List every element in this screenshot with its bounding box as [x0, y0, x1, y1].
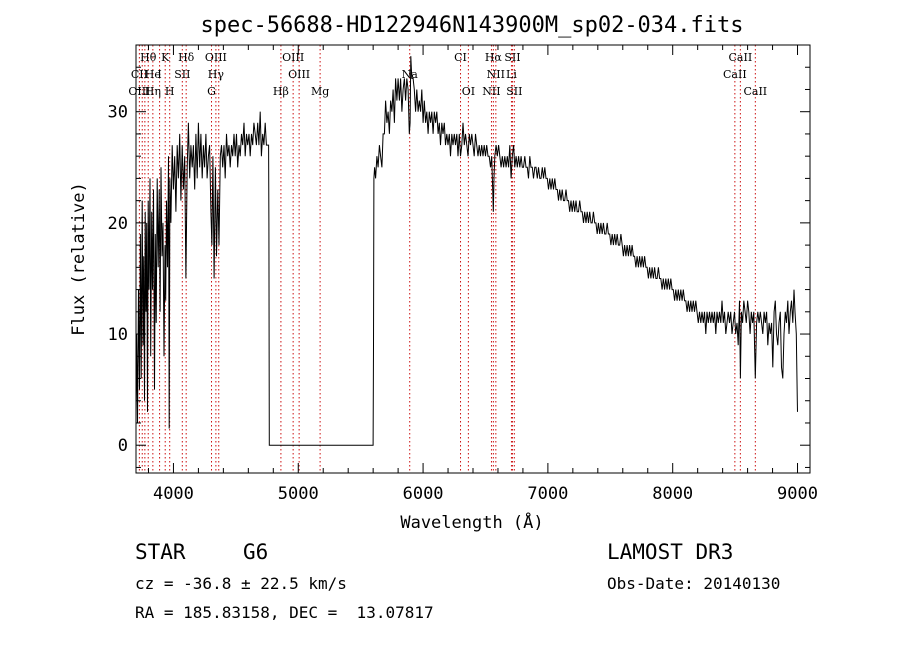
spectral-line-label: SII: [506, 85, 522, 98]
x-axis-ticks: 4000 5000 6000 7000 8000 9000: [147, 45, 818, 504]
x-tick-label: 6000: [403, 484, 444, 504]
chart-title: spec-56688-HD122946N143900M_sp02-034.fit…: [200, 13, 743, 38]
spectrum-chart: spec-56688-HD122946N143900M_sp02-034.fit…: [69, 13, 818, 533]
spectral-line-label: CI: [454, 51, 467, 64]
spectral-line-label: Hη: [145, 85, 161, 98]
spectral-line-label: Hβ: [273, 85, 289, 98]
spectral-line-label: G: [207, 85, 216, 98]
redshift-velocity: cz = -36.8 ± 22.5 km/s: [135, 574, 347, 593]
spectral-line-label: I: [157, 68, 161, 81]
spectral-line-label: Hγ: [208, 68, 225, 81]
y-tick-label: 30: [108, 103, 128, 123]
spectral-line-label: Li: [506, 68, 517, 81]
spectral-line-label: H: [165, 85, 175, 98]
spectral-line-markers: [138, 45, 756, 473]
x-tick-label: 4000: [153, 484, 194, 504]
spectral-line-label: NII: [482, 85, 500, 98]
spectral-line-label: OIII: [128, 85, 150, 98]
x-tick-label: 7000: [527, 484, 568, 504]
y-tick-label: 0: [118, 436, 128, 456]
spectral-line-label: OIII: [205, 51, 227, 64]
y-axis-ticks: 0 10 20 30: [108, 44, 810, 468]
spectral-line-label: Hδ: [178, 51, 195, 64]
spectral-line-label: Hθ: [140, 51, 157, 64]
spectral-line-label: CaII: [723, 68, 747, 81]
spectral-line-label: OI: [462, 85, 475, 98]
coordinates: RA = 185.83158, DEC = 13.07817: [135, 603, 434, 622]
spectral-line-label: OIII: [288, 68, 310, 81]
x-axis-label: Wavelength (Å): [400, 511, 543, 533]
spectral-line-label: OIII: [282, 51, 304, 64]
x-tick-label: 8000: [652, 484, 693, 504]
x-tick-label: 5000: [278, 484, 319, 504]
spectral-line-label: Na: [402, 68, 419, 81]
spectral-line-label: Mg: [311, 85, 329, 98]
x-tick-label: 9000: [777, 484, 818, 504]
spectrum-line: [135, 56, 798, 446]
spectral-line-label: SII: [504, 51, 520, 64]
spectral-line-label: SII: [174, 68, 190, 81]
y-axis-label: Flux (relative): [69, 182, 89, 336]
observation-date: Obs-Date: 20140130: [607, 574, 781, 593]
spectral-line-label: CII: [131, 68, 148, 81]
y-tick-label: 20: [108, 214, 128, 234]
y-tick-label: 10: [108, 325, 128, 345]
survey-name: LAMOST DR3: [607, 540, 734, 564]
spectral-line-label: Hα: [485, 51, 503, 64]
spectral-line-label: NII: [487, 68, 505, 81]
spectral-line-label: CaII: [743, 85, 767, 98]
spectral-line-label: He: [145, 68, 161, 81]
object-type: STAR: [135, 540, 186, 564]
spectral-subclass: G6: [243, 540, 269, 564]
spectral-line-label: K: [161, 51, 170, 64]
spectral-line-label: CaII: [729, 51, 753, 64]
plot-frame: [135, 44, 811, 474]
